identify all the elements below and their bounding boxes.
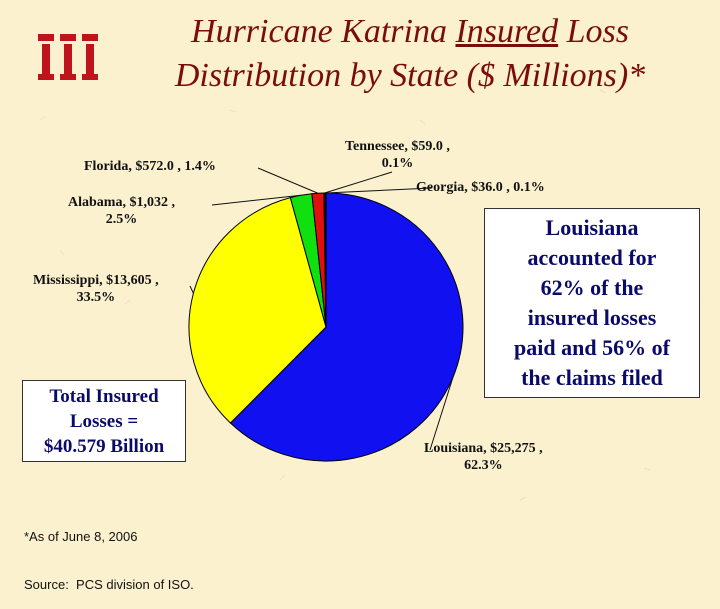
- page-title: Hurricane Katrina Insured Loss Distribut…: [110, 10, 710, 98]
- footnote-source: Source: PCS division of ISO.: [24, 577, 194, 592]
- title-line-2: Distribution by State ($ Millions)*: [174, 57, 646, 94]
- label-florida: Florida, $572.0 , 1.4%: [84, 158, 216, 175]
- title-suffix: Loss: [558, 13, 629, 50]
- label-tennessee-percent: 0.1%: [381, 156, 414, 171]
- label-tennessee-text: Tennessee, $59.0 ,: [345, 139, 450, 154]
- footnote: *As of June 8, 2006 Source: PCS division…: [24, 497, 194, 609]
- label-georgia: Georgia, $36.0 , 0.1%: [416, 179, 545, 196]
- louisiana-callout: Louisiana accounted for 62% of the insur…: [484, 208, 700, 398]
- callout-line-2: accounted for: [527, 245, 657, 270]
- total-line-1: Total Insured: [49, 386, 159, 407]
- label-georgia-text: Georgia, $36.0 , 0.1%: [416, 180, 545, 195]
- title-line-1: Hurricane Katrina Insured Loss: [110, 10, 710, 54]
- label-louisiana-text: Louisiana, $25,275 ,: [424, 441, 543, 456]
- pie-chart: [188, 167, 464, 462]
- label-florida-text: Florida, $572.0 , 1.4%: [84, 159, 216, 174]
- background-texture: [19, 39, 701, 501]
- callout-line-3: 62% of the: [540, 275, 644, 300]
- leader-line-georgia: [325, 187, 433, 194]
- total-line-2: Losses =: [69, 411, 139, 432]
- total-losses-box: Total Insured Losses = $40.579 Billion: [22, 380, 186, 462]
- leader-line-louisiana: [429, 377, 454, 451]
- label-tennessee: Tennessee, $59.0 , 0.1%: [345, 138, 450, 172]
- callout-line-5: paid and 56% of: [514, 335, 670, 360]
- label-mississippi-text: Mississippi, $13,605 ,: [33, 273, 159, 288]
- leader-line-florida: [257, 167, 319, 194]
- callout-line-4: insured losses: [527, 305, 657, 330]
- pie-slice-louisiana: [229, 192, 464, 462]
- label-alabama-text: Alabama, $1,032 ,: [68, 195, 175, 210]
- leader-line-tennessee: [324, 171, 393, 194]
- title-prefix: Hurricane Katrina: [191, 13, 456, 50]
- callout-line-6: the claims filed: [521, 365, 663, 390]
- label-louisiana-percent: 62.3%: [464, 458, 503, 473]
- pie-slice-mississippi: [188, 197, 327, 424]
- title-underlined-word: Insured: [455, 13, 559, 50]
- leader-line-alabama: [211, 194, 302, 206]
- total-line-3: $40.579 Billion: [43, 436, 165, 457]
- iii-logo: [38, 34, 98, 80]
- label-alabama-percent: 2.5%: [105, 212, 138, 227]
- leader-line-mississippi: [189, 285, 194, 294]
- label-mississippi-percent: 33.5%: [76, 290, 116, 305]
- label-alabama: Alabama, $1,032 , 2.5%: [68, 194, 175, 228]
- callout-line-1: Louisiana: [545, 215, 639, 240]
- label-mississippi: Mississippi, $13,605 , 33.5%: [33, 272, 159, 306]
- footnote-date: *As of June 8, 2006: [24, 529, 138, 544]
- label-louisiana: Louisiana, $25,275 , 62.3%: [424, 440, 543, 474]
